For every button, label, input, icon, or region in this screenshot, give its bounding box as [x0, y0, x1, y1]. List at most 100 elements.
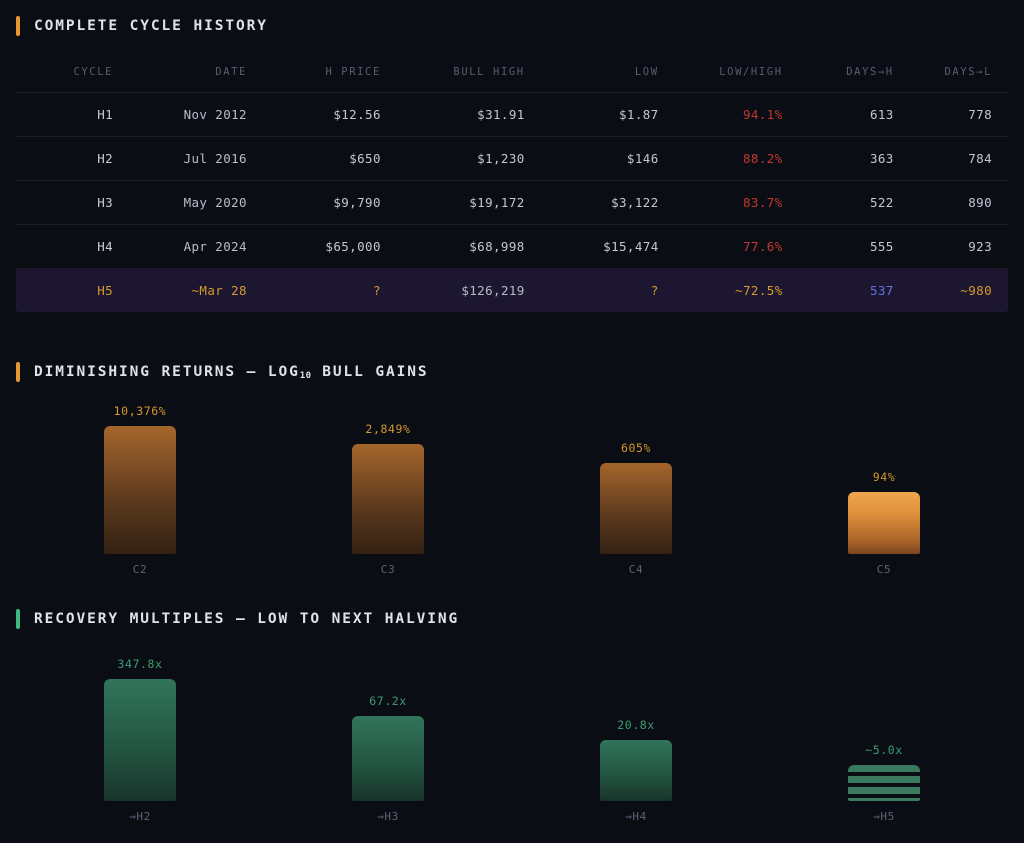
cell-date: ~Mar 28	[129, 268, 263, 312]
cell-days-to-low: 778	[909, 92, 1008, 137]
cell-low: $1.87	[540, 92, 675, 137]
cell-days-to-low: 923	[909, 224, 1008, 269]
col-header-days-to-high[interactable]: DAYS→H	[798, 60, 910, 93]
bar-slot: 347.8x →H2	[16, 639, 264, 829]
bar-group[interactable]: 2,849%	[352, 422, 424, 554]
bar-group[interactable]: 605%	[600, 441, 672, 554]
table-row[interactable]: H1 Nov 2012 $12.56 $31.91 $1.87 94.1% 613 778	[16, 92, 1008, 137]
bar-rect[interactable]	[848, 765, 920, 801]
bar-value-label: 10,376%	[113, 404, 167, 418]
cell-low: ?	[540, 268, 675, 312]
col-header-low-high[interactable]: LOW/HIGH	[674, 60, 799, 93]
bar-slot: 67.2x →H3	[264, 639, 512, 829]
section-header-recovery-multiples: RECOVERY MULTIPLES — LOW TO NEXT HALVING	[16, 609, 459, 629]
bar-group[interactable]: ~5.0x	[848, 743, 920, 801]
bar-slot: ~5.0x →H5	[760, 639, 1008, 829]
cell-cycle: H1	[16, 92, 130, 137]
cell-bull-high: $19,172	[396, 180, 541, 225]
bar-category-label: C2	[132, 563, 148, 576]
bar-rect[interactable]	[352, 444, 424, 554]
cell-date: May 2020	[129, 180, 263, 225]
cell-h-price: $9,790	[262, 180, 397, 225]
cell-low-high: 83.7%	[674, 180, 799, 225]
cell-h-price: ?	[262, 268, 397, 312]
col-header-h-price[interactable]: H PRICE	[262, 60, 397, 93]
col-header-low[interactable]: LOW	[540, 60, 675, 93]
table-body: H1 Nov 2012 $12.56 $31.91 $1.87 94.1% 613 778 H2…	[16, 92, 1008, 312]
bar-category-label: C4	[628, 563, 644, 576]
cell-low: $15,474	[540, 224, 675, 269]
page-title: COMPLETE CYCLE HISTORY	[34, 18, 268, 34]
bar-rect[interactable]	[104, 426, 176, 554]
cell-low-high: 77.6%	[674, 224, 799, 269]
col-header-date[interactable]: DATE	[129, 60, 263, 93]
title-subscript: 10	[299, 371, 312, 381]
bar-slot: 605% C4	[512, 392, 760, 582]
section-accent-bar	[16, 609, 20, 629]
bull-gains-chart: 10,376% C2 2,849% C3 605% C4 94% C5	[16, 392, 1008, 582]
bar-group[interactable]: 10,376%	[104, 404, 176, 554]
cell-h-price: $12.56	[262, 92, 397, 137]
cell-low-high: 88.2%	[674, 136, 799, 181]
recovery-multiples-chart: 347.8x →H2 67.2x →H3 20.8x →H4 ~5.0x →H5	[16, 639, 1008, 829]
cell-cycle: H3	[16, 180, 130, 225]
cell-date: Apr 2024	[129, 224, 263, 269]
bar-value-label: 67.2x	[369, 694, 407, 708]
cell-low-high: 94.1%	[674, 92, 799, 137]
col-header-bull-high[interactable]: BULL HIGH	[396, 60, 541, 93]
cell-days-to-high: 537	[798, 268, 910, 312]
title-text-pre: DIMINISHING RETURNS — LOG	[34, 364, 300, 380]
bar-category-label: C5	[876, 563, 892, 576]
section-header-diminishing-returns: DIMINISHING RETURNS — LOG10 BULL GAINS	[16, 362, 429, 382]
bar-category-label: →H4	[625, 810, 647, 823]
table-row[interactable]: H2 Jul 2016 $650 $1,230 $146 88.2% 363 784	[16, 136, 1008, 181]
col-header-cycle[interactable]: CYCLE	[16, 60, 130, 93]
table-row[interactable]: H5 ~Mar 28? $126,219? ~72.5% 537 ~980	[16, 268, 1008, 312]
cell-cycle: H4	[16, 224, 130, 269]
bar-value-label: 347.8x	[117, 657, 163, 671]
bar-rect[interactable]	[104, 679, 176, 801]
table-header: CYCLE DATE H PRICE BULL HIGH LOW LOW/HIG…	[16, 60, 1008, 93]
cell-bull-high: $126,219	[396, 268, 541, 312]
bar-category-label: →H3	[377, 810, 399, 823]
cell-bull-high: $1,230	[396, 136, 541, 181]
col-header-days-to-low[interactable]: DAYS→L	[909, 60, 1008, 93]
cell-days-to-low: ~980	[909, 268, 1008, 312]
cell-days-to-high: 613	[798, 92, 910, 137]
table-header-row: CYCLE DATE H PRICE BULL HIGH LOW LOW/HIG…	[16, 60, 1008, 93]
table-row[interactable]: H4 Apr 2024 $65,000 $68,998 $15,474 77.6% 555 9…	[16, 224, 1008, 269]
bar-group[interactable]: 347.8x	[104, 657, 176, 801]
bar-value-label: 20.8x	[617, 718, 655, 732]
cell-days-to-high: 363	[798, 136, 910, 181]
bar-group[interactable]: 94%	[848, 470, 920, 554]
recovery-multiples-bars: 347.8x →H2 67.2x →H3 20.8x →H4 ~5.0x →H5	[16, 639, 1008, 829]
bar-rect[interactable]	[600, 463, 672, 554]
section-header-cycle-history: COMPLETE CYCLE HISTORY	[16, 16, 268, 36]
cell-low: $146	[540, 136, 675, 181]
cell-h-price: $650	[262, 136, 397, 181]
bar-value-label: 94%	[872, 470, 896, 484]
bar-rect[interactable]	[848, 492, 920, 554]
bar-slot: 10,376% C2	[16, 392, 264, 582]
bar-rect[interactable]	[352, 716, 424, 801]
bar-category-label: C3	[380, 563, 396, 576]
cell-days-to-low: 784	[909, 136, 1008, 181]
cell-bull-high: $68,998	[396, 224, 541, 269]
bar-value-label: 2,849%	[365, 422, 411, 436]
bar-group[interactable]: 67.2x	[352, 694, 424, 801]
bar-category-label: →H5	[873, 810, 895, 823]
bar-value-label: ~5.0x	[865, 743, 903, 757]
cell-days-to-high: 555	[798, 224, 910, 269]
cell-bull-high: $31.91	[396, 92, 541, 137]
bar-slot: 20.8x →H4	[512, 639, 760, 829]
bull-gains-bars: 10,376% C2 2,849% C3 605% C4 94% C5	[16, 392, 1008, 582]
cell-days-to-high: 522	[798, 180, 910, 225]
bar-slot: 94% C5	[760, 392, 1008, 582]
bar-value-label: 605%	[620, 441, 652, 455]
section-accent-bar	[16, 16, 20, 36]
bar-rect[interactable]	[600, 740, 672, 801]
bar-slot: 2,849% C3	[264, 392, 512, 582]
table-row[interactable]: H3 May 2020 $9,790 $19,172 $3,122 83.7% 522 890	[16, 180, 1008, 225]
bar-group[interactable]: 20.8x	[600, 718, 672, 801]
